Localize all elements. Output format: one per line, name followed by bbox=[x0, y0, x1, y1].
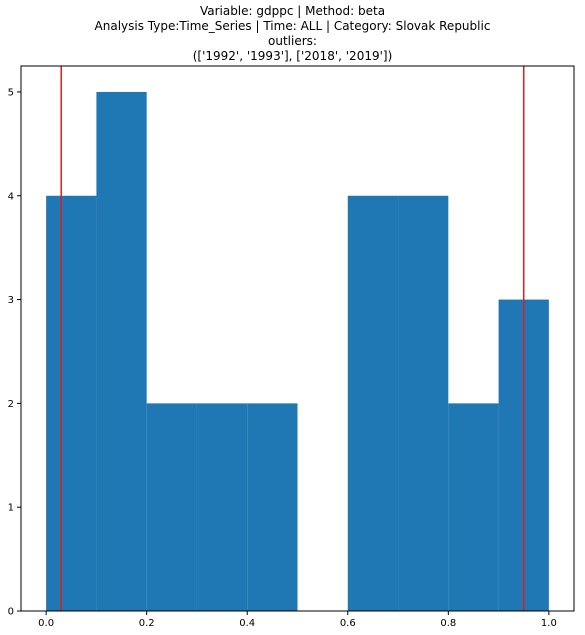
y-tick-label: 4 bbox=[8, 191, 14, 202]
title-line-4: (['1992', '1993'], ['2018', '2019']) bbox=[192, 49, 393, 63]
y-tick-label: 0 bbox=[8, 607, 14, 618]
title-line-3: outliers: bbox=[268, 34, 317, 48]
chart-title: Variable: gdppc | Method: beta Analysis … bbox=[0, 4, 585, 64]
y-tick-label: 3 bbox=[8, 295, 14, 306]
histogram-bar-3 bbox=[196, 403, 248, 611]
title-line-1: Variable: gdppc | Method: beta bbox=[199, 4, 386, 18]
histogram-bar-2 bbox=[146, 403, 197, 611]
y-tick-label: 2 bbox=[8, 399, 14, 410]
histogram-bar-8 bbox=[448, 403, 499, 611]
histogram-bar-6 bbox=[347, 195, 399, 611]
x-tick-label: 0.0 bbox=[38, 618, 54, 629]
y-tick-label: 5 bbox=[8, 87, 14, 98]
outlier-lines-group bbox=[60, 66, 525, 611]
histogram-bar-4 bbox=[247, 403, 298, 611]
bars-group bbox=[46, 91, 549, 611]
histogram-bar-1 bbox=[96, 91, 147, 611]
title-line-2: Analysis Type:Time_Series | Time: ALL | … bbox=[94, 19, 491, 33]
x-axis: 0.0 0.2 0.4 0.6 0.8 1.0 bbox=[38, 611, 557, 629]
histogram-bar-7 bbox=[398, 195, 449, 611]
plot-frame bbox=[20, 65, 575, 612]
y-axis: 0 1 2 3 4 5 bbox=[8, 87, 21, 618]
histogram-bar-0 bbox=[46, 195, 97, 611]
x-tick-label: 1.0 bbox=[541, 618, 557, 629]
x-tick-label: 0.6 bbox=[340, 618, 356, 629]
x-tick-label: 0.8 bbox=[440, 618, 456, 629]
x-tick-label: 0.4 bbox=[239, 618, 255, 629]
y-tick-label: 1 bbox=[8, 503, 14, 514]
x-tick-label: 0.2 bbox=[139, 618, 155, 629]
